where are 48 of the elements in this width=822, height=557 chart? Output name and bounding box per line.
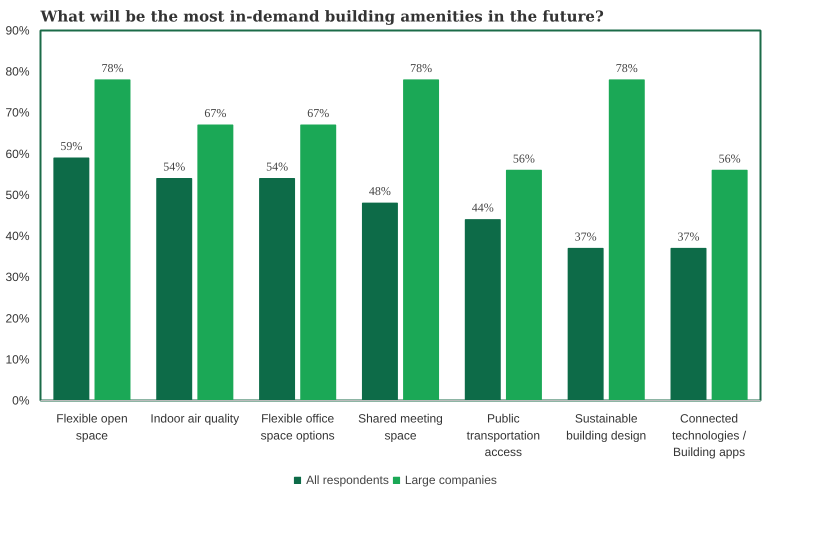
y-tick-label: 0%	[12, 394, 30, 408]
x-tick-label: Public transportation access	[466, 412, 540, 460]
bar	[568, 248, 604, 400]
data-label: 78%	[616, 60, 638, 75]
y-tick-label: 80%	[5, 64, 30, 79]
y-tick-label: 70%	[5, 106, 30, 120]
bar	[712, 170, 748, 400]
y-tick-label: 50%	[5, 188, 30, 202]
legend-label: Large companies	[404, 473, 497, 487]
bar	[53, 157, 90, 400]
bar	[259, 178, 296, 400]
chart-title: What will be the most in-demand building amenities in the future?	[40, 8, 604, 26]
data-label: 67%	[307, 106, 330, 120]
y-tick-label: 90%	[5, 24, 30, 38]
x-tick-label: Connected technologies / Building apps	[672, 412, 747, 460]
data-label: 44%	[472, 200, 494, 215]
y-tick-label: 60%	[5, 146, 30, 161]
bar	[300, 124, 336, 400]
data-label: 54%	[163, 160, 186, 174]
bar	[608, 79, 645, 400]
bar	[362, 202, 398, 400]
data-label: 56%	[512, 151, 535, 166]
y-tick-label: 40%	[5, 229, 30, 244]
legend-label: All respondents	[306, 473, 389, 487]
data-label: 37%	[678, 229, 700, 244]
bar	[464, 219, 501, 400]
data-label: 37%	[574, 229, 597, 244]
bar	[670, 248, 706, 400]
x-tick-label: Indoor air quality	[150, 412, 240, 426]
bar	[94, 79, 130, 400]
data-label: 78%	[410, 60, 432, 75]
bar	[197, 124, 234, 400]
y-tick-label: 30%	[5, 270, 30, 284]
y-tick-label: 20%	[5, 311, 30, 326]
data-label: 59%	[60, 138, 82, 153]
x-tick-label: Sustainable building design	[566, 412, 646, 442]
x-tick-label: Shared meeting space	[358, 412, 443, 442]
bar	[403, 79, 440, 400]
x-tick-label: Flexible office space options	[260, 412, 335, 442]
bar	[156, 178, 192, 400]
data-label: 67%	[204, 106, 226, 120]
data-label: 56%	[718, 151, 741, 166]
data-label: 54%	[266, 160, 288, 174]
data-label: 78%	[102, 60, 124, 75]
y-tick-label: 10%	[5, 352, 30, 366]
bar	[506, 170, 542, 400]
x-tick-label: Flexible open space	[56, 412, 128, 442]
data-label: 48%	[368, 184, 391, 198]
